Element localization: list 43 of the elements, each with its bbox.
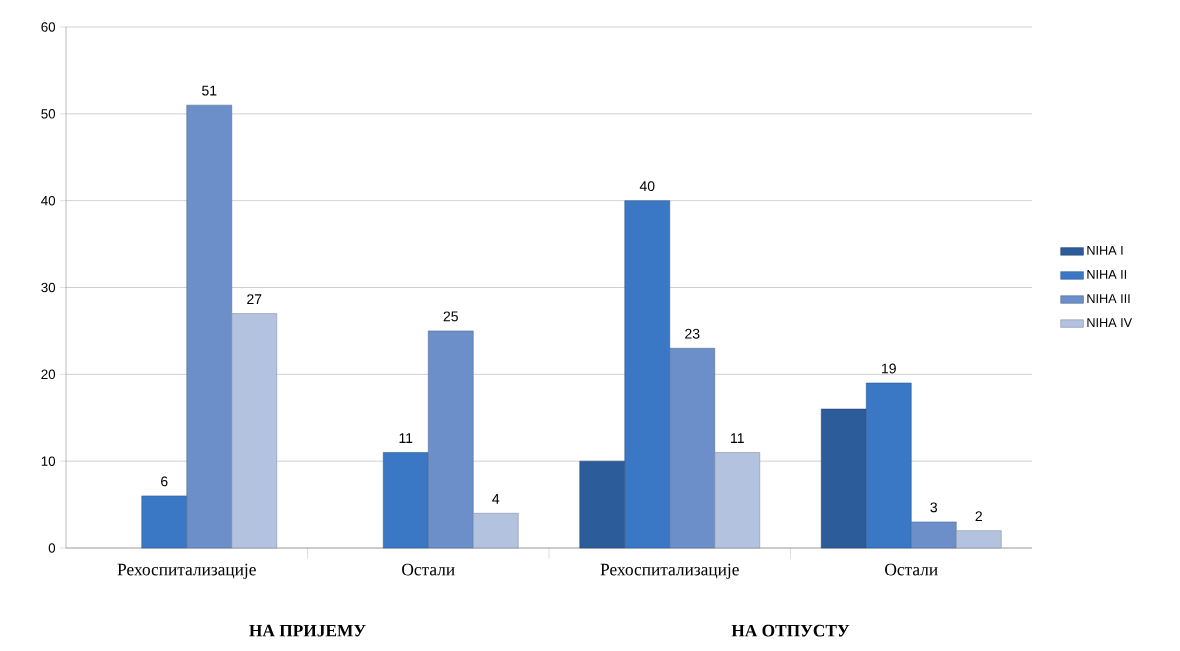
- y-tick-label: 40: [41, 195, 56, 206]
- bar: [910, 521, 957, 549]
- y-tick-label: 60: [41, 22, 56, 32]
- legend-label: NIHA III: [1087, 294, 1130, 303]
- data-label: 19: [882, 363, 896, 374]
- data-label: 2: [975, 511, 982, 522]
- data-label: 3: [930, 502, 938, 513]
- bar: [427, 330, 474, 549]
- text: НА ПРИЈЕМУ: [249, 624, 366, 637]
- data-label: 40: [639, 181, 655, 192]
- x-tick-label: Рехоспитализације: [117, 563, 256, 579]
- data-label: 11: [731, 433, 744, 443]
- bar: [472, 513, 519, 549]
- data-label: 25: [443, 311, 458, 322]
- bar: [955, 530, 1002, 549]
- legend-label: NIHA II: [1087, 270, 1127, 279]
- data-label: 27: [247, 294, 262, 304]
- bar: [141, 495, 188, 549]
- bar: [382, 452, 429, 549]
- data-label: 23: [685, 328, 700, 339]
- bar: [865, 382, 912, 549]
- data-label: 11: [399, 433, 413, 443]
- x-tick-label: Остали: [885, 563, 938, 576]
- bar: [624, 200, 671, 549]
- text: НА ОТПУСТУ: [731, 624, 850, 637]
- data-label: 51: [202, 85, 217, 96]
- y-tick-label: 30: [41, 282, 56, 293]
- bar: [579, 460, 626, 549]
- data-label: 6: [161, 476, 168, 487]
- bar: [820, 408, 867, 549]
- bar: [714, 452, 761, 549]
- legend-label: NIHA I: [1087, 246, 1123, 255]
- x-tick-label: Рехоспитализације: [600, 563, 739, 579]
- y-tick-label: 50: [41, 109, 56, 119]
- y-tick-label: 0: [48, 543, 56, 553]
- bar: [186, 104, 233, 549]
- y-tick-label: 10: [41, 456, 56, 466]
- bar: [669, 348, 716, 549]
- legend-label: NIHA IV: [1087, 318, 1133, 327]
- data-label: 4: [492, 494, 500, 504]
- x-tick-label: Остали: [402, 563, 455, 576]
- y-tick-label: 20: [41, 369, 56, 380]
- bar: [231, 313, 278, 549]
